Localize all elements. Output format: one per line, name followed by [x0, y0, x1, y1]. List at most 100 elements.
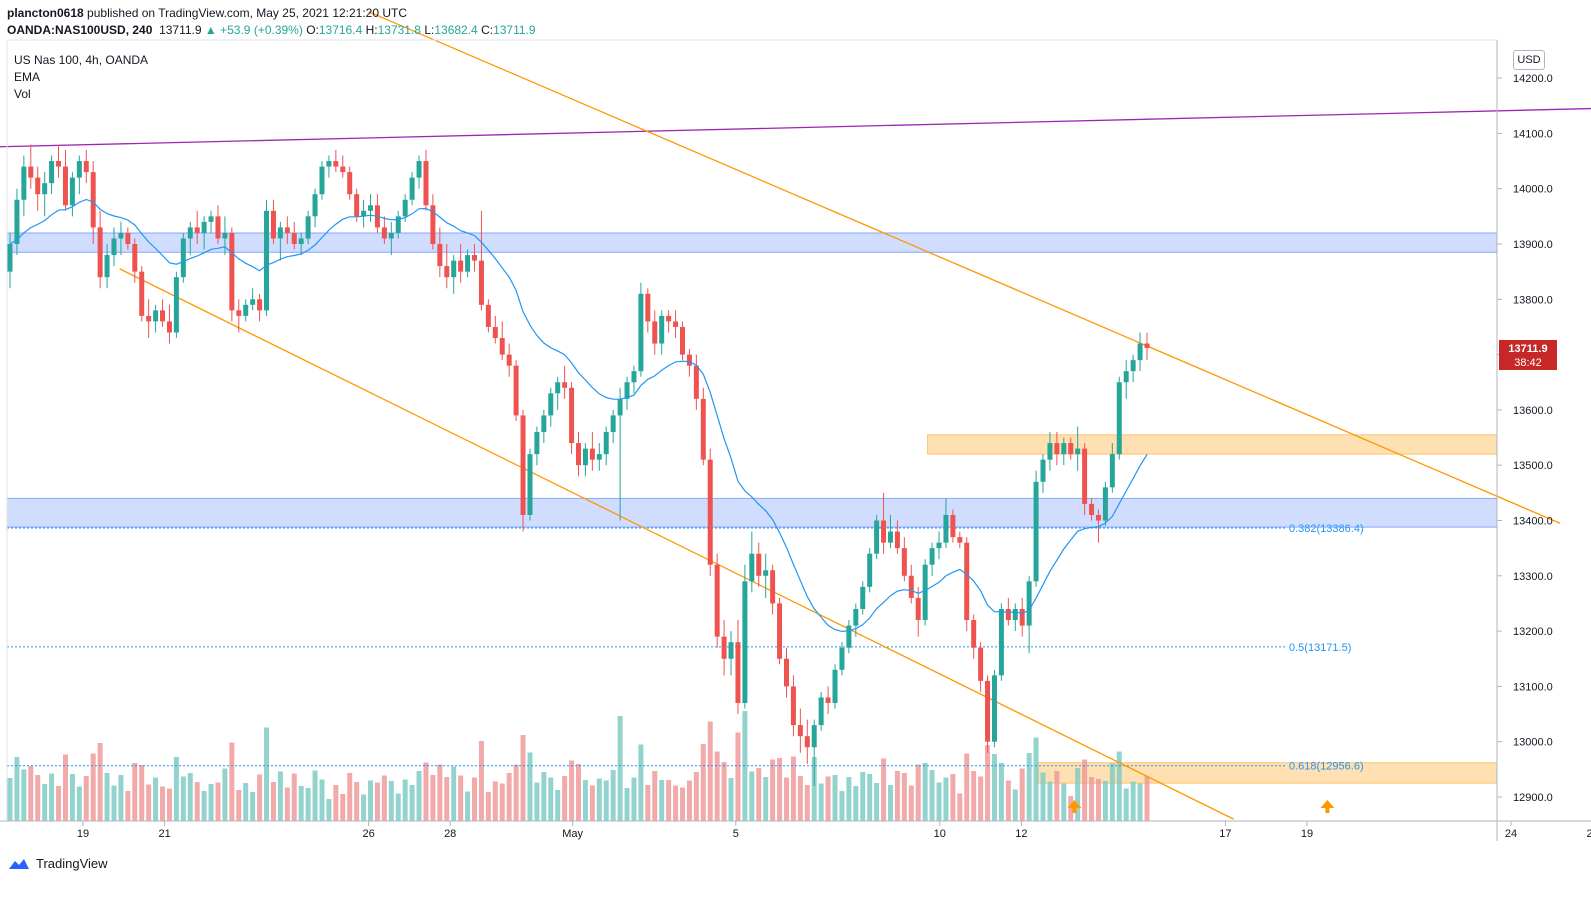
volume-bar	[1040, 772, 1046, 821]
volume-bar	[777, 758, 783, 821]
candle-body	[444, 266, 450, 278]
volume-bar	[679, 787, 685, 821]
candle-body	[527, 454, 533, 515]
volume-bar	[173, 757, 179, 821]
volume-bar	[430, 775, 436, 821]
author-name[interactable]: plancton0618	[7, 6, 84, 20]
volume-bar	[97, 743, 103, 821]
candle-body	[1040, 459, 1046, 482]
candle-body	[69, 177, 75, 206]
volume-bar	[985, 745, 991, 821]
volume-bar	[887, 785, 893, 821]
y-tick-label: 13200.0	[1513, 626, 1553, 638]
candle-body	[874, 520, 880, 554]
candle-body	[978, 647, 984, 681]
legend-vol[interactable]: Vol	[14, 87, 31, 101]
volume-bar	[326, 799, 332, 821]
price-change: ▲ +53.9 (+0.39%)	[204, 23, 303, 37]
volume-bar	[243, 783, 249, 821]
fib-label: 0.618(12956.6)	[1289, 761, 1364, 773]
volume-bar	[1005, 780, 1011, 821]
candle-body	[1144, 343, 1150, 348]
volume-bar	[229, 742, 235, 821]
footer-brand[interactable]: TradingView	[8, 856, 108, 871]
candles	[7, 144, 1150, 786]
candle-body	[326, 161, 332, 167]
candle-body	[520, 415, 526, 515]
candle-body	[971, 620, 977, 648]
volume-bar	[555, 790, 561, 821]
candle-body	[409, 177, 415, 200]
volume-bar	[700, 744, 706, 821]
x-tick-label: May	[562, 828, 583, 840]
volume-bar	[520, 735, 526, 821]
volume-bar	[305, 788, 311, 821]
x-tick-label: 21	[158, 828, 170, 840]
volume-bar	[1109, 763, 1115, 821]
volume-bar	[180, 776, 186, 821]
volume-bar	[666, 780, 672, 821]
candle-body	[617, 398, 623, 416]
candle-body	[853, 608, 859, 626]
volume-bar	[69, 774, 75, 821]
fib-levels: 0.382(13386.4) 0.5(13171.5) 0.618(12956.6)	[7, 523, 1364, 773]
volume-bars	[7, 711, 1150, 821]
candle-body	[1075, 448, 1081, 455]
candle-body	[201, 221, 207, 233]
candle-body	[1005, 608, 1011, 621]
candle-body	[381, 227, 387, 239]
volume-bar	[846, 777, 852, 821]
volume-bar	[818, 783, 824, 821]
candle-body	[1068, 443, 1074, 455]
volume-bar	[319, 779, 325, 821]
candle-body	[83, 161, 89, 173]
symbol-label[interactable]: OANDA:NAS100USD, 240	[7, 23, 153, 37]
y-tick-label: 13800.0	[1513, 294, 1553, 306]
candle-body	[451, 260, 457, 278]
volume-bar	[257, 774, 263, 821]
volume-bar	[569, 760, 575, 821]
candle-body	[499, 338, 505, 355]
candle-body	[582, 448, 588, 466]
volume-bar	[603, 780, 609, 821]
volume-bar	[416, 771, 422, 821]
volume-bar	[62, 754, 68, 821]
legend-ema[interactable]: EMA	[14, 70, 41, 84]
volume-bar	[1082, 759, 1088, 821]
candle-body	[548, 393, 554, 416]
candle-body	[985, 680, 991, 742]
volume-bar	[49, 773, 55, 821]
candle-body	[783, 658, 789, 687]
candle-body	[693, 365, 699, 399]
line-trend	[368, 11, 1561, 524]
publish-header: plancton0618 published on TradingView.co…	[0, 0, 1591, 40]
candle-body	[1130, 360, 1136, 372]
volume-bar	[361, 794, 367, 821]
candle-body	[721, 636, 727, 659]
candle-body	[1033, 481, 1039, 582]
volume-bar	[686, 780, 692, 821]
volume-bar	[645, 785, 651, 821]
currency-button[interactable]: USD	[1513, 50, 1545, 70]
y-tick-label: 14200.0	[1513, 73, 1553, 85]
volume-bar	[853, 786, 859, 821]
candle-body	[569, 387, 575, 444]
legend-title[interactable]: US Nas 100, 4h, OANDA	[14, 53, 149, 67]
candle-body	[7, 244, 13, 272]
candle-body	[742, 581, 748, 703]
candle-body	[291, 232, 297, 244]
volume-bar	[770, 759, 776, 821]
volume-bar	[28, 766, 34, 821]
candle-body	[458, 260, 464, 272]
candle-body	[666, 315, 672, 322]
volume-bar	[14, 757, 20, 821]
candle-body	[21, 166, 27, 200]
volume-bar	[187, 773, 193, 821]
volume-bar	[1068, 796, 1074, 821]
candle-body	[707, 459, 713, 565]
candle-body	[1047, 443, 1053, 460]
candle-body	[388, 232, 394, 239]
volume-bar	[465, 791, 471, 821]
candle-body	[208, 216, 214, 222]
